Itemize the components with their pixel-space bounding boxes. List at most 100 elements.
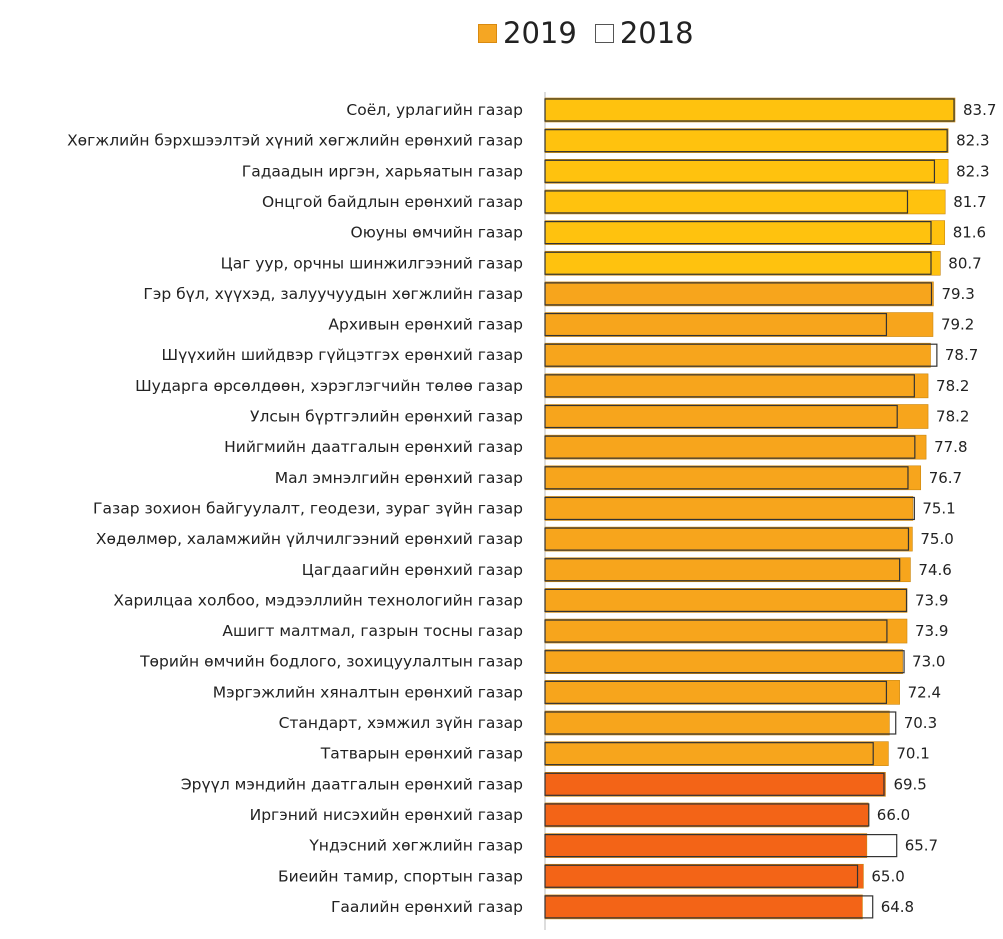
value-label: 73.0: [912, 653, 945, 671]
legend-swatch-2019: [478, 23, 497, 43]
bar-2018: [544, 772, 885, 796]
value-label: 76.7: [929, 469, 962, 487]
category-label: Нийгмийн даатгалын ерөнхий газар: [224, 438, 523, 456]
category-label: Хөдөлмөр, халамжийн үйлчилгээний ерөнхий…: [96, 530, 523, 548]
category-label: Эрүүл мэндийн даатгалын ерөнхий газар: [181, 775, 523, 793]
category-label: Улсын бүртгэлийн ерөнхий газар: [250, 408, 523, 426]
bar-2019: [544, 465, 922, 491]
bar-2019: [544, 128, 949, 153]
value-label: 65.0: [871, 867, 904, 885]
category-label: Оюуны өмчийн газар: [351, 224, 523, 242]
category-label: Ашигт малтмал, газрын тосны газар: [222, 622, 523, 640]
category-label: Гадаадын иргэн, харьяатын газар: [242, 162, 523, 180]
value-label: 82.3: [956, 162, 989, 180]
bar-2018: [544, 619, 888, 643]
value-label: 77.8: [934, 438, 967, 456]
bar-2018: [544, 98, 955, 122]
value-label: 79.2: [941, 316, 974, 334]
category-label: Татварын ерөнхий газар: [320, 745, 523, 763]
bar-2018: [544, 711, 897, 735]
value-label: 72.4: [908, 683, 941, 701]
bar-2019: [544, 557, 911, 583]
bar-2018: [544, 404, 898, 429]
category-label: Мэргэжлийн хяналтын ерөнхий газар: [213, 683, 523, 701]
value-label: 69.5: [893, 775, 926, 793]
legend: 2019 2018: [478, 16, 712, 50]
category-label: Биеийн тамир, спортын газар: [278, 867, 523, 885]
category-label: Цаг уур, орчны шинжилгээний газар: [221, 254, 523, 272]
bar-2019: [544, 741, 889, 766]
bar-2018: [544, 558, 901, 582]
bar-2018: [544, 833, 898, 858]
category-label: Архивын ерөнхий газар: [328, 316, 523, 334]
category-label: Онцгой байдлын ерөнхий газар: [262, 193, 523, 211]
bar-2018: [544, 282, 933, 306]
category-label: Мал эмнэлгийн ерөнхий газар: [275, 469, 523, 487]
legend-label-2018: 2018: [619, 16, 694, 50]
legend-item-2018: 2018: [594, 16, 694, 50]
bar-2018: [544, 129, 948, 153]
category-label: Газар зохион байгуулалт, геодези, зураг …: [93, 499, 523, 517]
bar-2018: [544, 343, 938, 367]
bar-2019: [544, 404, 929, 429]
value-label: 78.2: [936, 377, 969, 395]
bar-2018: [544, 742, 874, 766]
bar-2019: [544, 680, 900, 705]
value-label: 73.9: [915, 591, 948, 609]
bar-2019: [544, 618, 908, 644]
category-label: Шүүхийн шийдвэр гүйцэтгэх ерөнхий газар: [162, 346, 523, 364]
category-label: Гаалийн ерөнхий газар: [331, 898, 523, 916]
category-label: Хөгжлийн бэрхшээлтэй хүний хөгжлийн ерөн…: [67, 132, 523, 150]
bar-2018: [544, 374, 915, 398]
category-label: Шударга өрсөлдөөн, хэрэглэгчийн төлөө га…: [135, 377, 523, 395]
bar-2019: [544, 250, 941, 276]
value-label: 82.3: [956, 132, 989, 150]
bar-2019: [544, 588, 908, 613]
value-label: 75.0: [920, 530, 953, 548]
category-label: Гэр бүл, хүүхэд, залуучуудын хөгжлийн га…: [143, 285, 523, 303]
bar-2018: [544, 159, 936, 183]
bar-2019: [544, 649, 903, 675]
bar-2018: [544, 251, 932, 275]
category-label: Иргэний нисэхийн ерөнхий газар: [250, 806, 523, 824]
bar-2019: [544, 894, 863, 920]
bar-2018: [544, 221, 932, 245]
value-label: 75.1: [922, 499, 955, 517]
bar-2019: [544, 159, 949, 184]
bar-2019: [544, 863, 864, 889]
bar-2018: [544, 864, 859, 888]
legend-swatch-2018: [594, 23, 614, 43]
bar-2019: [544, 526, 913, 552]
value-label: 83.7: [963, 101, 996, 119]
bar-2018: [544, 680, 888, 704]
bar-2019: [544, 833, 868, 858]
value-label: 79.3: [941, 285, 974, 303]
category-label: Цагдаагийн ерөнхий газар: [302, 561, 523, 579]
value-label: 64.8: [881, 898, 914, 916]
legend-item-2019: 2019: [478, 16, 577, 50]
category-label: Төрийн өмчийн бодлого, зохицуулалтын газ…: [139, 653, 523, 671]
value-label: 73.9: [915, 622, 948, 640]
bar-2019: [544, 97, 956, 123]
bar-2018: [544, 588, 908, 613]
category-label: Соёл, урлагийн газар: [346, 101, 523, 119]
bar-2019: [544, 710, 890, 736]
bar-2019: [544, 342, 931, 368]
bar-2019: [544, 496, 914, 521]
bar-2019: [544, 434, 927, 460]
value-label: 65.7: [905, 837, 938, 855]
bar-2019: [544, 373, 929, 399]
bar-2018: [544, 895, 874, 919]
legend-label-2019: 2019: [503, 16, 577, 50]
bar-2018: [544, 435, 916, 459]
bar-2018: [544, 527, 910, 551]
value-label: 66.0: [877, 806, 910, 824]
bar-2019: [544, 802, 869, 828]
value-label: 74.6: [918, 561, 951, 579]
bar-2019: [544, 771, 886, 797]
value-label: 80.7: [948, 254, 981, 272]
bar-2018: [544, 312, 888, 337]
category-label: Харилцаа холбоо, мэдээллийн технологийн …: [113, 591, 523, 609]
